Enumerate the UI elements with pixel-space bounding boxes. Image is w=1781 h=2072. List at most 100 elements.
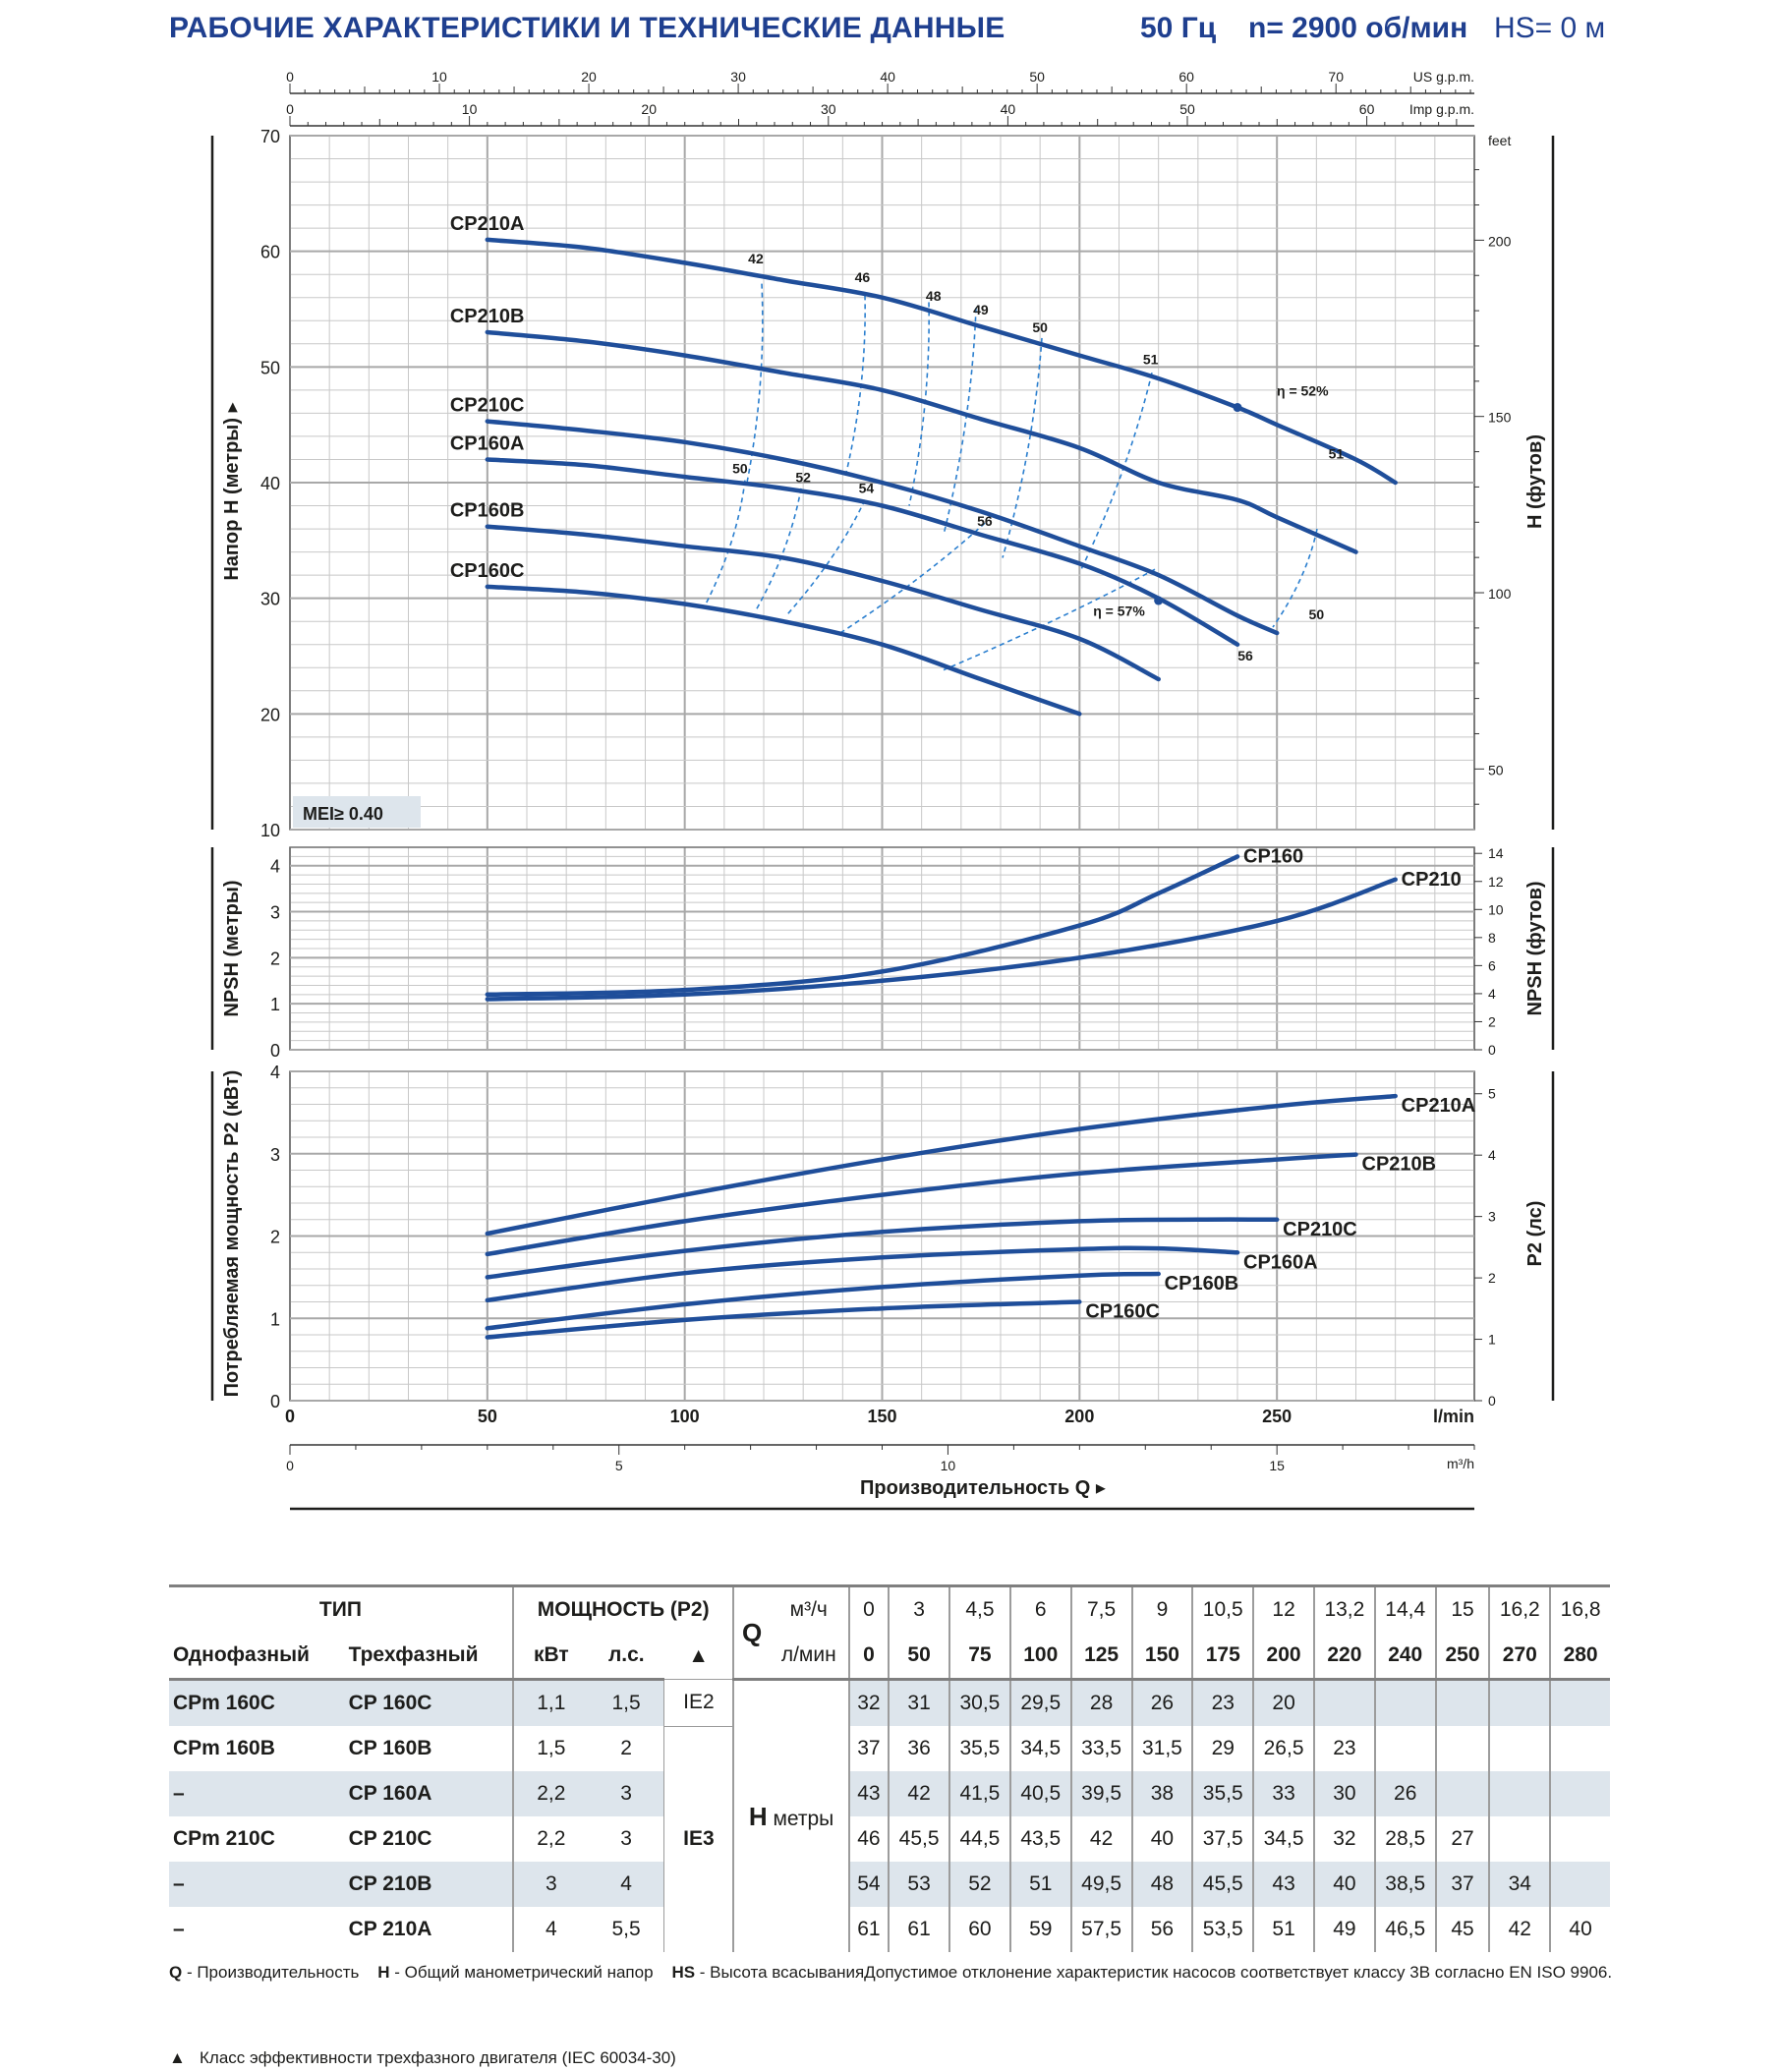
lmin-cell: 100 [1008,1633,1071,1680]
efficiency-label: 42 [748,251,764,266]
feet-tick-label: 100 [1488,586,1512,602]
head-curve-label-cp210a: CP210A [450,213,525,235]
m3h-cell: 16,8 [1549,1584,1610,1633]
header-single-phase: Однофазный [173,1643,310,1666]
efficiency-label: 46 [855,269,871,285]
head-value-cell: 23 [1191,1678,1254,1726]
head-value-cell: 45,5 [1191,1862,1254,1907]
power-curve-label-cp160c: CP160C [1085,1301,1160,1323]
head-y-tick-label: 60 [260,243,280,262]
head-curve-cp210a [485,237,1398,486]
footnote-q-key: Q [169,1963,183,1982]
head-value-cell: 35,5 [1191,1771,1254,1816]
head-value-cell: 53,5 [1191,1907,1254,1952]
efficiency-curve [1272,528,1318,628]
lmin-cell: 270 [1488,1633,1551,1680]
power-y-tick-label: 3 [270,1145,280,1165]
three-phase-model: CP 210C [348,1827,432,1850]
head-value-cell: 42 [888,1771,950,1816]
us-gpm-tick-label: 0 [286,69,294,85]
efficiency-curve [943,308,977,536]
power-curve-label-cp210a: CP210A [1402,1095,1476,1117]
head-value-cell: 61 [888,1907,950,1952]
head-value-cell: 40 [1312,1862,1375,1907]
head-y-tick-label: 50 [260,358,280,377]
imp-gpm-tick-label: 50 [1179,101,1195,117]
lmin-tick-label: 150 [867,1407,896,1426]
power-y-tick-label: 4 [270,1063,280,1082]
header-power: МОЩНОСТЬ (P2) [511,1584,734,1633]
head-value-cell: 30,5 [948,1678,1010,1726]
lmin-cell: 125 [1069,1633,1132,1680]
three-phase-model: CP 160C [344,1678,513,1726]
m3h-cell: 14,4 [1373,1584,1436,1633]
page-title: РАБОЧИЕ ХАРАКТЕРИСТИКИ И ТЕХНИЧЕСКИЕ ДАН… [169,12,1005,44]
us-gpm-tick-label: 40 [880,69,895,85]
table-header-row-1: ТИП МОЩНОСТЬ (P2) Q м³/ч 0 3 4,5 6 7,5 9… [169,1584,1610,1680]
head-value-cell: 38 [1130,1771,1193,1816]
efficiency-label: 54 [859,481,875,496]
npsh-y-tick-label: 2 [270,949,280,968]
footnote-hs-key: HS [671,1963,696,1982]
npsh-feet-tick-label: 2 [1488,1013,1496,1029]
head-curve-cp160c [485,584,1082,717]
power-curve-cp210c [485,1217,1280,1280]
npsh-y-tick-label: 4 [270,857,280,877]
performance-table: ТИП МОЩНОСТЬ (P2) Q м³/ч 0 3 4,5 6 7,5 9… [169,1584,1610,1952]
efficiency-point [1154,596,1164,605]
head-value-cell: 60 [948,1907,1010,1952]
footnote-ie: ▲ Класс эффективности трехфазного двигат… [169,2048,676,2068]
head-value-cell: 26,5 [1252,1726,1314,1771]
head-y-tick-label: 70 [260,127,280,146]
head-value-cell: 27 [1434,1816,1490,1862]
efficiency-label: η = 52% [1277,383,1329,399]
head-value-cell: 36 [888,1726,950,1771]
head-curve-label-cp210c: CP210C [450,395,525,417]
efficiency-label: 48 [926,288,942,304]
efficiency-label: 50 [1309,606,1325,622]
efficiency-label: 51 [1329,446,1345,462]
head-curve-cp210c [485,419,1280,636]
efficiency-curve [754,488,802,613]
head-curve-cp160a [485,457,1240,647]
hp-tick-label: 3 [1488,1209,1496,1225]
hp-tick-label: 5 [1488,1086,1496,1102]
head-value-cell: 37 [1434,1862,1490,1907]
efficiency-label: 50 [732,461,748,477]
feet-tick-label: 50 [1488,762,1504,777]
imp-gpm-tick-label: 0 [286,101,294,117]
ie-class-ie2: IE2 [663,1679,734,1727]
h-label: H [748,1801,768,1831]
header-m3h-unit: м³/ч [769,1584,849,1633]
efficiency-curve [943,568,1156,671]
header-q: Q [732,1584,770,1680]
efficiency-curve [1002,337,1043,558]
head-value-cell: 40 [1130,1816,1193,1862]
npsh-curve-label-cp210: CP210 [1402,869,1462,891]
head-value-cell [1549,1816,1610,1862]
head-value-cell: 33,5 [1069,1726,1132,1771]
m3h-cell: 6 [1008,1584,1071,1633]
power-kw: 1,1 [511,1678,589,1726]
head-value-cell: 31 [888,1678,950,1726]
power-curve-cp210b [485,1152,1358,1257]
efficiency-label: 49 [973,302,989,317]
single-phase-model: – [169,1862,345,1907]
lmin-unit-label: l/min [1433,1407,1474,1426]
head-value-cell: 28,5 [1373,1816,1436,1862]
head-value-cell: 44,5 [948,1816,1010,1862]
head-value-cell: 46 [847,1816,890,1862]
head-value-cell: 49,5 [1069,1862,1132,1907]
hp-tick-label: 2 [1488,1270,1496,1286]
head-value-cell: 42 [1488,1907,1551,1952]
footnote-legend: Q - Производительность H - Общий маномет… [169,1960,1614,1986]
head-value-cell: 37 [847,1726,890,1771]
efficiency-label: 52 [795,469,811,485]
npsh-y-tick-label: 3 [270,903,280,923]
head-value-cell [1312,1678,1375,1726]
lmin-tick-label: 100 [670,1407,700,1426]
power-hp: 3 [620,1827,632,1850]
us-gpm-tick-label: 60 [1178,69,1194,85]
head-value-cell: 33 [1252,1771,1314,1816]
single-phase-model: CPm 160C [169,1678,345,1726]
